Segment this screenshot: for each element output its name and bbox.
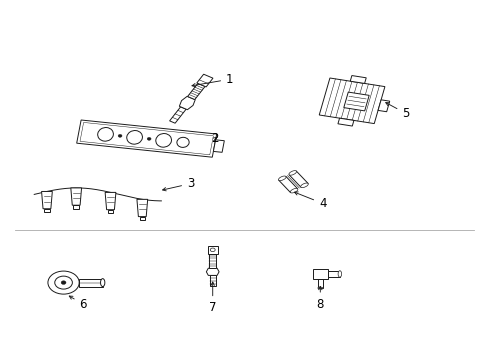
- Polygon shape: [337, 118, 353, 126]
- Ellipse shape: [156, 134, 171, 147]
- Text: 8: 8: [316, 287, 324, 311]
- Polygon shape: [44, 209, 50, 212]
- Text: 4: 4: [294, 192, 326, 210]
- Polygon shape: [377, 100, 389, 112]
- Polygon shape: [206, 268, 219, 275]
- Circle shape: [118, 134, 122, 137]
- Polygon shape: [343, 92, 368, 111]
- Polygon shape: [278, 176, 297, 193]
- Circle shape: [48, 271, 79, 294]
- Ellipse shape: [278, 176, 285, 181]
- Ellipse shape: [126, 131, 142, 144]
- Text: 6: 6: [69, 296, 87, 311]
- Polygon shape: [327, 271, 339, 277]
- Ellipse shape: [290, 188, 297, 193]
- Polygon shape: [207, 246, 217, 254]
- Polygon shape: [71, 188, 81, 205]
- Polygon shape: [288, 171, 307, 187]
- Polygon shape: [140, 217, 145, 220]
- Polygon shape: [209, 254, 216, 268]
- Text: 1: 1: [192, 73, 233, 87]
- Polygon shape: [319, 78, 384, 123]
- Ellipse shape: [317, 287, 322, 289]
- Text: 7: 7: [208, 282, 216, 314]
- Polygon shape: [349, 76, 366, 84]
- Polygon shape: [137, 199, 147, 217]
- Polygon shape: [169, 107, 186, 123]
- Circle shape: [147, 138, 151, 140]
- Polygon shape: [77, 120, 216, 157]
- Ellipse shape: [300, 183, 308, 188]
- Ellipse shape: [337, 271, 341, 277]
- Text: 3: 3: [163, 177, 194, 191]
- Polygon shape: [196, 74, 213, 87]
- Polygon shape: [73, 205, 79, 209]
- Ellipse shape: [101, 279, 104, 287]
- Polygon shape: [105, 192, 116, 210]
- Polygon shape: [179, 96, 195, 110]
- Text: 2: 2: [211, 132, 219, 145]
- Polygon shape: [209, 275, 215, 286]
- Polygon shape: [317, 279, 322, 288]
- Ellipse shape: [177, 137, 189, 147]
- Polygon shape: [312, 269, 327, 279]
- Polygon shape: [41, 192, 52, 209]
- Ellipse shape: [288, 171, 296, 175]
- Polygon shape: [187, 84, 204, 100]
- Ellipse shape: [98, 127, 113, 141]
- Circle shape: [61, 281, 66, 284]
- Polygon shape: [213, 140, 224, 152]
- Text: 5: 5: [385, 103, 409, 120]
- Polygon shape: [79, 279, 102, 287]
- Circle shape: [55, 276, 72, 289]
- Polygon shape: [107, 210, 113, 213]
